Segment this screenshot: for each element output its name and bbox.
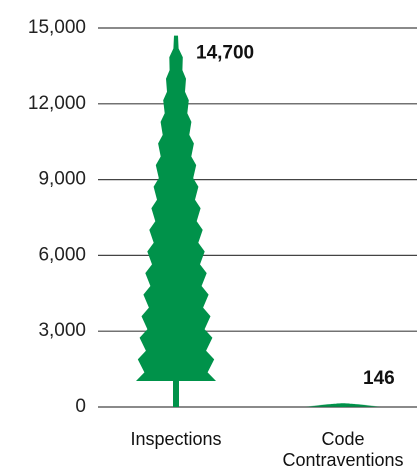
tree-bar bbox=[303, 403, 383, 407]
value-label: 14,700 bbox=[196, 43, 254, 64]
y-tick-label: 6,000 bbox=[38, 244, 86, 265]
y-tick-label: 3,000 bbox=[38, 320, 86, 341]
y-tick-label: 9,000 bbox=[38, 169, 86, 190]
y-tick-label: 12,000 bbox=[28, 93, 86, 114]
x-tick-label: Inspections bbox=[130, 429, 222, 449]
y-tick-label: 15,000 bbox=[28, 17, 86, 38]
y-tick-label: 0 bbox=[75, 396, 86, 417]
tree-bar bbox=[136, 35, 216, 407]
value-label: 146 bbox=[363, 368, 395, 389]
x-tick-label: Code Contraventions bbox=[282, 429, 404, 470]
